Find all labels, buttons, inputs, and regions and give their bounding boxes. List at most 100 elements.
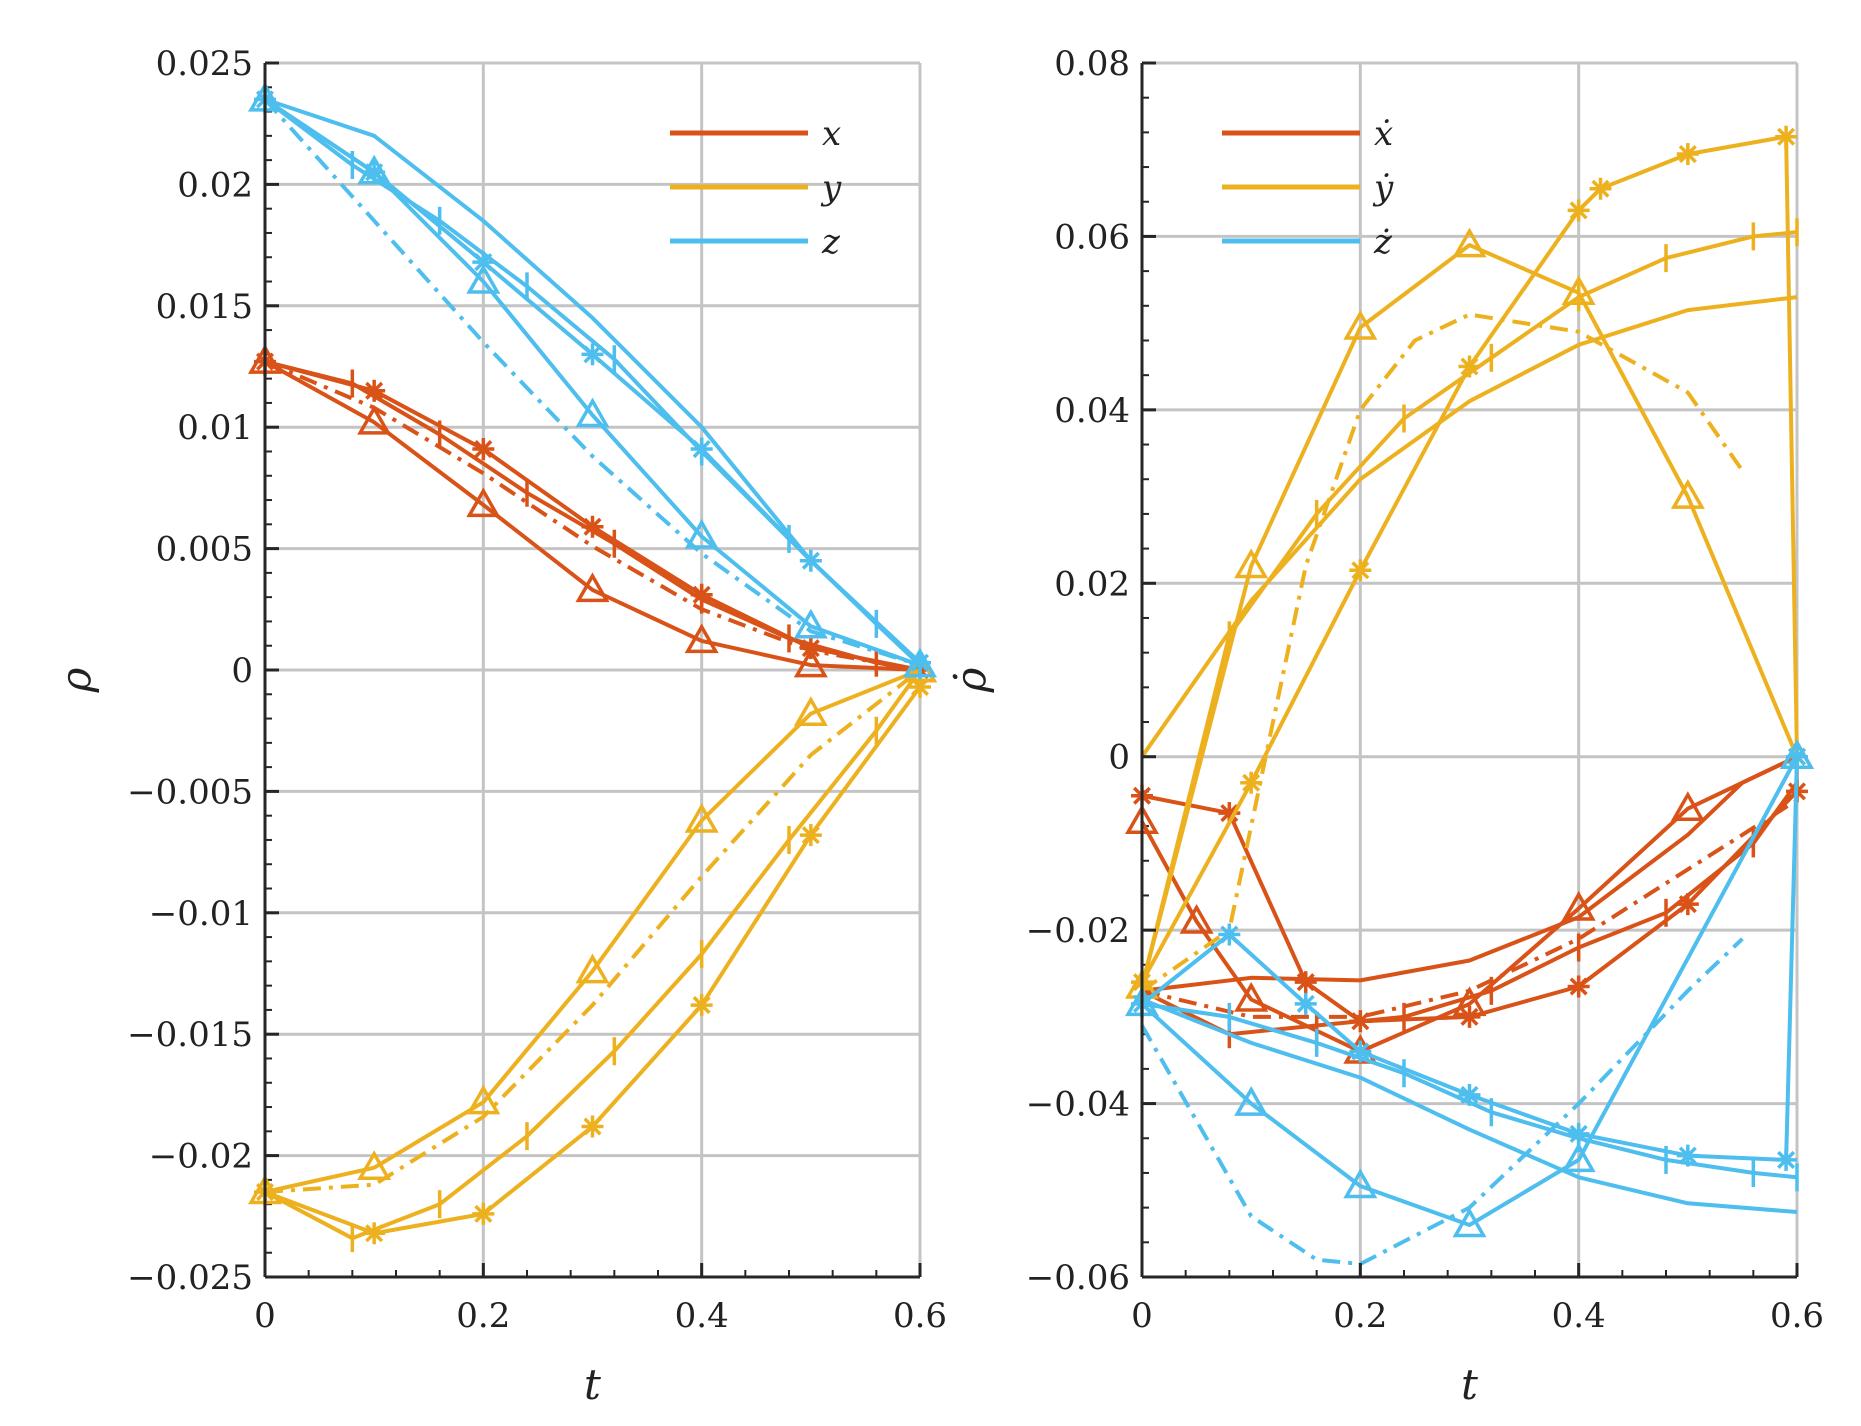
marker-star	[1294, 992, 1317, 1015]
y-tick-label: −0.025	[127, 1258, 253, 1298]
y-tick-label: 0.06	[1054, 217, 1130, 257]
marker-star	[1218, 923, 1241, 946]
marker-triangle	[684, 803, 719, 833]
y-tick-label: −0.04	[1026, 1085, 1130, 1125]
marker-triangle	[466, 263, 501, 294]
y-tick-label: 0.015	[156, 287, 253, 327]
series-line-ẏ	[1140, 243, 1799, 988]
marker-triangle	[575, 397, 610, 428]
marker-triangle	[1234, 548, 1269, 579]
series-line-ẋ	[1140, 754, 1798, 1054]
y-tick-label: 0.08	[1054, 44, 1130, 84]
y-tick-label: 0.005	[156, 530, 253, 570]
marker-triangle	[1561, 1142, 1596, 1173]
marker-triangle	[1234, 1086, 1269, 1116]
y-tick-label: −0.06	[1026, 1258, 1130, 1298]
y-tick-label: −0.02	[1026, 911, 1130, 951]
marker-triangle	[684, 623, 719, 654]
x-tick-label: 0.2	[456, 1296, 510, 1336]
x-tick-label: 0	[1131, 1296, 1153, 1336]
marker-triangle	[1452, 1207, 1487, 1238]
marker-triangle	[1343, 1168, 1378, 1199]
x-tick-label: 0.4	[675, 1296, 729, 1336]
chart-right: 0.080.060.040.020−0.02−0.04−0.060 0.2 0.4 0…	[946, 44, 1824, 1409]
marker-triangle	[1670, 791, 1705, 821]
legend-label: y	[820, 168, 842, 208]
legend-label: ż	[1373, 222, 1393, 262]
marker-star	[1458, 1005, 1481, 1028]
marker-triangle	[466, 1084, 501, 1115]
series-line-ẏ	[1140, 312, 1745, 993]
legend-label: ẋ	[1374, 114, 1393, 154]
marker-star	[581, 1115, 604, 1138]
marker-star	[1294, 971, 1317, 994]
marker-star	[1676, 143, 1699, 166]
marker-triangle	[684, 518, 719, 549]
marker-triangle	[1179, 903, 1214, 934]
marker-star	[909, 675, 931, 698]
marker-star	[472, 1202, 495, 1225]
x-axis-label: t	[1461, 1360, 1478, 1409]
series-line-z	[264, 97, 922, 667]
legend-label: z	[821, 222, 841, 262]
marker-triangle	[1452, 227, 1487, 258]
x-axis-label: t	[584, 1360, 601, 1409]
y-tick-label: 0	[231, 651, 253, 691]
y-tick-label: −0.01	[149, 894, 253, 934]
marker-triangle	[1234, 981, 1269, 1012]
marker-star	[1589, 177, 1612, 200]
marker-star	[1567, 199, 1590, 222]
y-tick-label: 0.01	[177, 408, 253, 448]
x-tick-label: 0.6	[1770, 1296, 1824, 1336]
marker-triangle	[1343, 309, 1378, 340]
marker-star	[581, 343, 604, 366]
y-tick-label: 0.02	[1054, 564, 1130, 604]
marker-star	[1775, 125, 1798, 148]
series-line-x	[264, 359, 921, 672]
x-tick-label: 0.2	[1333, 1296, 1387, 1336]
x-tick-label: 0.6	[893, 1296, 947, 1336]
y-axis-label: ρ̇	[946, 667, 995, 693]
series-line-ẋ	[1141, 754, 1798, 993]
series-line-y	[264, 668, 921, 1194]
x-tick-label: 0	[254, 1296, 276, 1336]
marker-star	[690, 994, 713, 1017]
series-line-x	[264, 359, 921, 672]
marker-triangle	[793, 608, 828, 639]
series-line-z	[263, 98, 921, 668]
marker-star	[1349, 559, 1372, 582]
marker-star	[472, 438, 495, 461]
y-tick-label: 0.025	[156, 44, 253, 84]
x-tick-label: 0.4	[1552, 1296, 1606, 1336]
series-line-ż	[1140, 755, 1799, 1227]
series-line-ẋ	[1141, 790, 1799, 1024]
marker-star	[1775, 1148, 1798, 1171]
marker-triangle	[793, 696, 828, 726]
y-tick-label: 0.02	[177, 165, 253, 205]
marker-star	[1786, 745, 1808, 768]
series-line-ż	[1141, 997, 1798, 1214]
marker-triangle	[793, 647, 828, 678]
legend-label: x	[822, 114, 841, 154]
y-tick-label: −0.015	[127, 1015, 253, 1055]
chart-left: 0.025 0.02 0.015 0.01 0.005 0 −0.005 −0.01 −0.01…	[51, 44, 947, 1409]
marker-triangle	[466, 487, 501, 518]
y-tick-label: 0	[1108, 738, 1130, 778]
series-line-ẏ	[1140, 295, 1798, 758]
marker-triangle	[575, 953, 610, 984]
legend-label: ẏ	[1372, 168, 1394, 208]
series-line-y	[264, 668, 922, 1194]
marker-triangle	[357, 1150, 392, 1180]
marker-triangle	[357, 404, 392, 435]
series-line-ẏ	[1140, 134, 1799, 984]
marker-triangle	[1670, 479, 1705, 509]
y-tick-label: 0.04	[1054, 391, 1130, 431]
marker-star	[1567, 975, 1590, 998]
y-axis-label: ρ	[51, 667, 100, 693]
marker-star	[799, 824, 822, 847]
y-tick-label: −0.02	[149, 1137, 253, 1177]
series-line-ẋ	[1141, 798, 1799, 1019]
y-tick-label: −0.005	[127, 772, 253, 812]
